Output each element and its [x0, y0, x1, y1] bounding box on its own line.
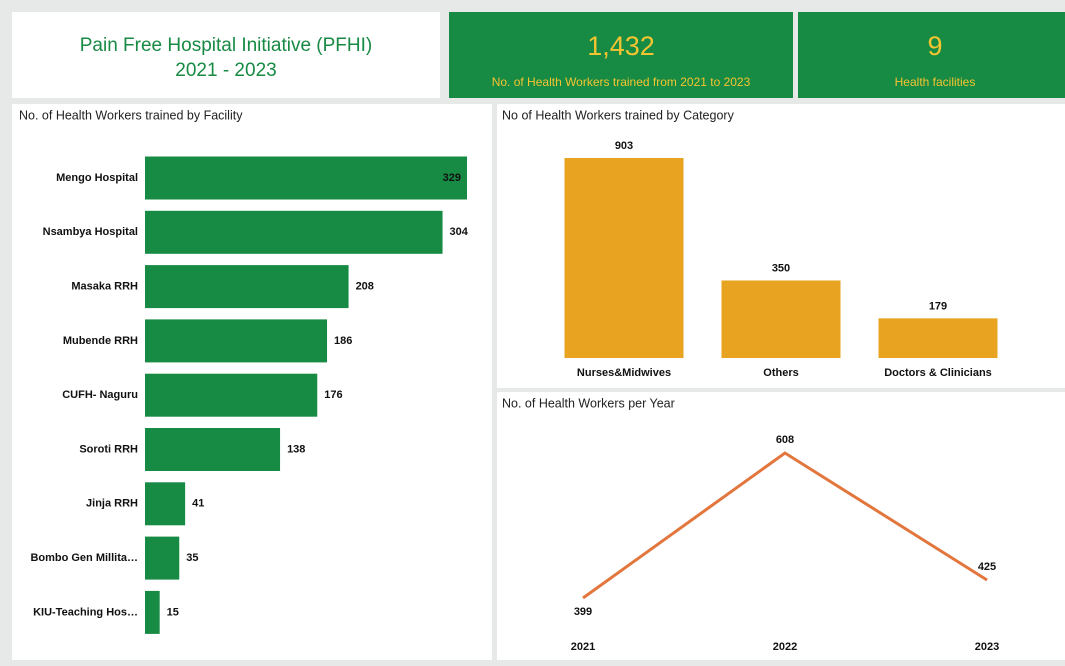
bar — [145, 590, 160, 634]
panel — [497, 392, 1065, 660]
value-label: 304 — [450, 226, 469, 238]
line — [582, 451, 988, 600]
kpi-label: No. of Health Workers trained from 2021 … — [492, 75, 751, 89]
value-label: 179 — [929, 300, 947, 312]
bar — [145, 482, 186, 526]
value-label: 41 — [192, 498, 204, 510]
value-label: 208 — [356, 281, 374, 293]
title-line: 2021 - 2023 — [175, 60, 276, 81]
bar — [145, 536, 180, 580]
category-label: KIU-Teaching Hos… — [33, 606, 138, 618]
bar — [145, 156, 467, 200]
value-label: 186 — [334, 335, 352, 347]
bar — [145, 319, 328, 363]
title-line: Pain Free Hospital Initiative (PFHI) — [80, 35, 373, 56]
title-card — [12, 12, 440, 98]
panel-title: No. of Health Workers per Year — [502, 396, 675, 410]
category-label: Others — [763, 367, 798, 379]
bar — [145, 373, 318, 417]
value-label: 608 — [776, 434, 794, 446]
value-label: 329 — [443, 172, 461, 184]
category-label: Mubende RRH — [63, 335, 138, 347]
bar — [145, 428, 281, 471]
category-label: Jinja RRH — [86, 498, 138, 510]
panel-title: No of Health Workers trained by Category — [502, 108, 735, 122]
category-label: Mengo Hospital — [56, 172, 138, 184]
category-label: Nurses&Midwives — [577, 367, 671, 379]
category-label: Soroti RRH — [79, 443, 138, 455]
value-label: 399 — [574, 606, 592, 618]
kpi-card — [798, 12, 1065, 98]
category-label: Doctors & Clinicians — [884, 367, 992, 379]
panel-title: No. of Health Workers trained by Facilit… — [19, 108, 243, 122]
category-label: Masaka RRH — [71, 281, 138, 293]
value-label: 15 — [167, 606, 179, 618]
category-label: Bombo Gen Millita… — [30, 552, 138, 564]
category-label: 2021 — [571, 641, 595, 653]
bar — [145, 265, 349, 309]
value-label: 35 — [186, 552, 198, 564]
kpi-card — [449, 12, 793, 98]
bar — [721, 280, 841, 358]
bar — [145, 210, 443, 254]
kpi-value: 9 — [927, 31, 942, 61]
value-label: 138 — [287, 443, 305, 455]
bar — [878, 318, 998, 358]
bar — [564, 158, 684, 358]
category-label: CUFH- Naguru — [62, 389, 138, 401]
value-label: 903 — [615, 140, 633, 152]
value-label: 425 — [978, 561, 996, 573]
category-label: Nsambya Hospital — [43, 226, 138, 238]
value-label: 350 — [772, 262, 790, 274]
category-label: 2023 — [975, 641, 999, 653]
kpi-label: Health facilities — [895, 75, 976, 89]
category-label: 2022 — [773, 641, 797, 653]
value-label: 176 — [324, 389, 342, 401]
kpi-value: 1,432 — [587, 31, 655, 61]
